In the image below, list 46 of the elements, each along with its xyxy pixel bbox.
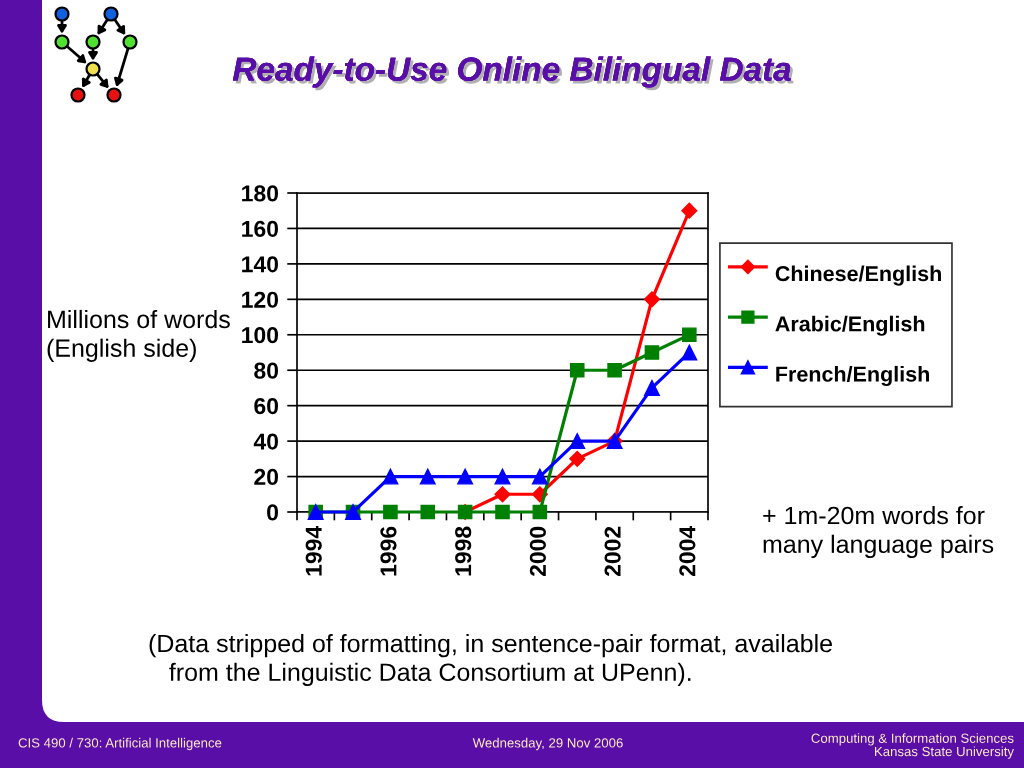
point	[643, 379, 660, 396]
text: + 1m-20m words for many language pairs	[763, 505, 994, 559]
point	[382, 468, 399, 485]
y-tick-label: 0	[267, 504, 279, 521]
text: (Data stripped of formatting, in sentence-pair format, available from the Linguistic Data Consortium at UPenn).	[149, 633, 832, 687]
point	[383, 504, 398, 520]
point	[644, 345, 660, 360]
point	[532, 504, 548, 520]
legend-label: French/English	[776, 365, 929, 387]
chart-title: Ready-to-Use Online Bilingual Data	[232, 56, 794, 91]
x-tick-label: 1994	[305, 526, 322, 576]
point	[682, 327, 697, 343]
point	[681, 202, 698, 219]
y-tick-label: 40	[253, 433, 279, 450]
y-tick-label: 20	[254, 468, 279, 486]
y-tick-label: 60	[254, 397, 279, 415]
x-tick-label: 2002	[604, 526, 621, 577]
point	[494, 468, 511, 485]
legend-label: Arabic/English	[775, 315, 925, 336]
point	[419, 468, 436, 485]
x-tick-label: 1998	[455, 526, 472, 576]
legend-label: Chinese/English	[775, 265, 941, 286]
y-tick-label: 120	[242, 291, 279, 308]
point	[569, 450, 586, 467]
point	[495, 504, 510, 520]
text: CIS 490 / 730: Artificial Intelligence	[18, 737, 222, 751]
text: Wednesday, 29 Nov 2006	[472, 737, 623, 751]
point	[643, 291, 661, 308]
y-tick-label: 80	[254, 362, 279, 379]
y-tick-label: 160	[242, 220, 279, 237]
point	[457, 468, 474, 485]
text: Computing & Information Sciences Kansas State University	[811, 733, 1014, 759]
point	[531, 468, 548, 485]
point	[681, 344, 698, 361]
point	[494, 486, 511, 503]
y-axis-title: Millions of words (English side)	[47, 309, 230, 362]
point	[607, 362, 622, 378]
point	[569, 433, 586, 450]
y-tick-label: 140	[242, 256, 279, 273]
y-tick-label: 100	[242, 327, 279, 344]
x-tick-label: 2004	[679, 526, 696, 577]
x-tick-label: 2000	[529, 526, 547, 577]
point	[569, 362, 585, 378]
y-tick-label: 180	[242, 185, 279, 202]
x-tick-label: 1996	[380, 526, 397, 576]
point	[420, 504, 436, 520]
